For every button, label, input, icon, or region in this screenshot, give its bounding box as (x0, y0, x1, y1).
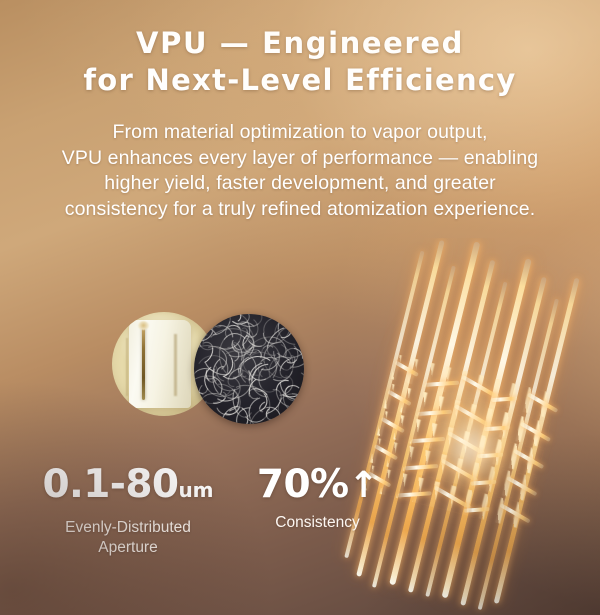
glowing-heating-mesh-graphic (330, 238, 600, 615)
stat-consistency-label-line-1: Consistency (275, 514, 360, 531)
headline-line-1: VPU — Engineered (136, 26, 464, 60)
ceramic-highlight-dot (138, 321, 149, 330)
mesh-rod-array (333, 238, 593, 615)
stat-aperture-label-line-2: Aperture (98, 539, 158, 556)
stat-aperture-label: Evenly-Distributed Aperture (18, 518, 238, 558)
ceramic-seam-right (174, 334, 177, 396)
stat-aperture: 0.1-80um Evenly-Distributed Aperture (18, 462, 238, 558)
stat-consistency-value: 70%↑ (230, 462, 405, 508)
stat-aperture-unit: um (178, 478, 214, 502)
stat-aperture-number: 0.1-80 (42, 462, 179, 507)
ceramic-block-shape (129, 320, 191, 408)
ceramic-seam-left (126, 338, 128, 396)
fiber-strands (194, 314, 304, 424)
stat-consistency-number: 70% (256, 462, 349, 507)
circular-photo-group (112, 312, 312, 424)
arrow-up-icon: ↑ (348, 465, 379, 506)
body-line-1: From material optimization to vapor outp… (112, 121, 488, 143)
body-paragraph: From material optimization to vapor outp… (18, 120, 582, 222)
stats-row: 0.1-80um Evenly-Distributed Aperture 70%… (0, 462, 430, 556)
body-line-2: VPU enhances every layer of performance … (61, 146, 539, 169)
stat-consistency-label: Consistency (230, 513, 405, 533)
fiber-micrograph-photo (194, 314, 304, 424)
headline-line-2: for Next-Level Efficiency (83, 63, 517, 97)
page-title: VPU — Engineered for Next-Level Efficien… (0, 25, 600, 99)
stat-aperture-label-line-1: Evenly-Distributed (65, 519, 191, 536)
stat-aperture-value: 0.1-80um (18, 462, 238, 513)
ceramic-groove (142, 326, 145, 400)
mesh-core-glow (416, 388, 526, 508)
body-line-3: higher yield, faster development, and gr… (104, 172, 496, 194)
body-line-4: consistency for a truly refined atomizat… (64, 197, 536, 220)
stat-consistency: 70%↑ Consistency (230, 462, 405, 533)
